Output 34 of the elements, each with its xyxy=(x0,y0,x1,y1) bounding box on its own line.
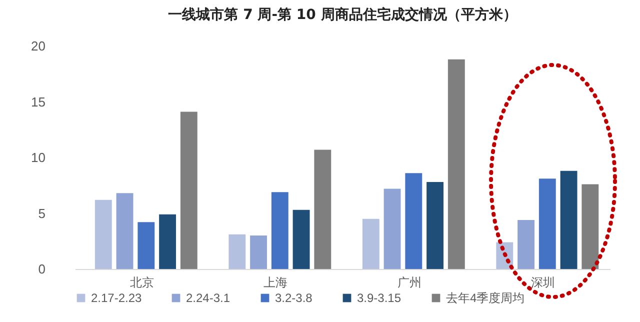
x-tick-label: 上海 xyxy=(264,276,288,290)
bar xyxy=(560,170,578,269)
bar xyxy=(138,222,155,269)
legend-label: 去年4季度周均 xyxy=(446,291,525,305)
chart-title: 一线城市第 7 周-第 10 周商品住宅成交情况（平方米） xyxy=(168,6,517,23)
bar xyxy=(116,193,134,269)
bar xyxy=(362,218,380,269)
bar xyxy=(426,182,444,269)
bar xyxy=(538,178,556,269)
y-tick-label: 15 xyxy=(31,94,46,110)
x-tick-label: 广州 xyxy=(397,276,422,290)
legend-label: 3.9-3.15 xyxy=(357,291,402,305)
x-tick-label: 深圳 xyxy=(531,276,556,290)
bar xyxy=(228,234,246,269)
bar xyxy=(405,173,422,269)
bar xyxy=(159,214,176,269)
legend-label: 2.17-2.23 xyxy=(91,291,142,305)
legend-label: 2.24-3.1 xyxy=(186,291,230,305)
bar xyxy=(292,210,310,269)
bar xyxy=(384,188,401,269)
y-tick-label: 5 xyxy=(38,206,46,221)
y-tick-label: 20 xyxy=(31,38,46,54)
bar xyxy=(271,192,288,269)
bar xyxy=(582,184,599,269)
y-tick-label: 0 xyxy=(38,262,46,276)
bar xyxy=(518,220,534,269)
bar xyxy=(180,112,198,269)
bar xyxy=(314,150,332,269)
bar xyxy=(94,200,112,269)
legend-label: 3.2-3.8 xyxy=(275,291,313,305)
x-tick-label: 北京 xyxy=(130,276,154,290)
bar xyxy=(250,236,267,269)
bar xyxy=(448,59,465,269)
y-tick-label: 10 xyxy=(31,150,46,165)
